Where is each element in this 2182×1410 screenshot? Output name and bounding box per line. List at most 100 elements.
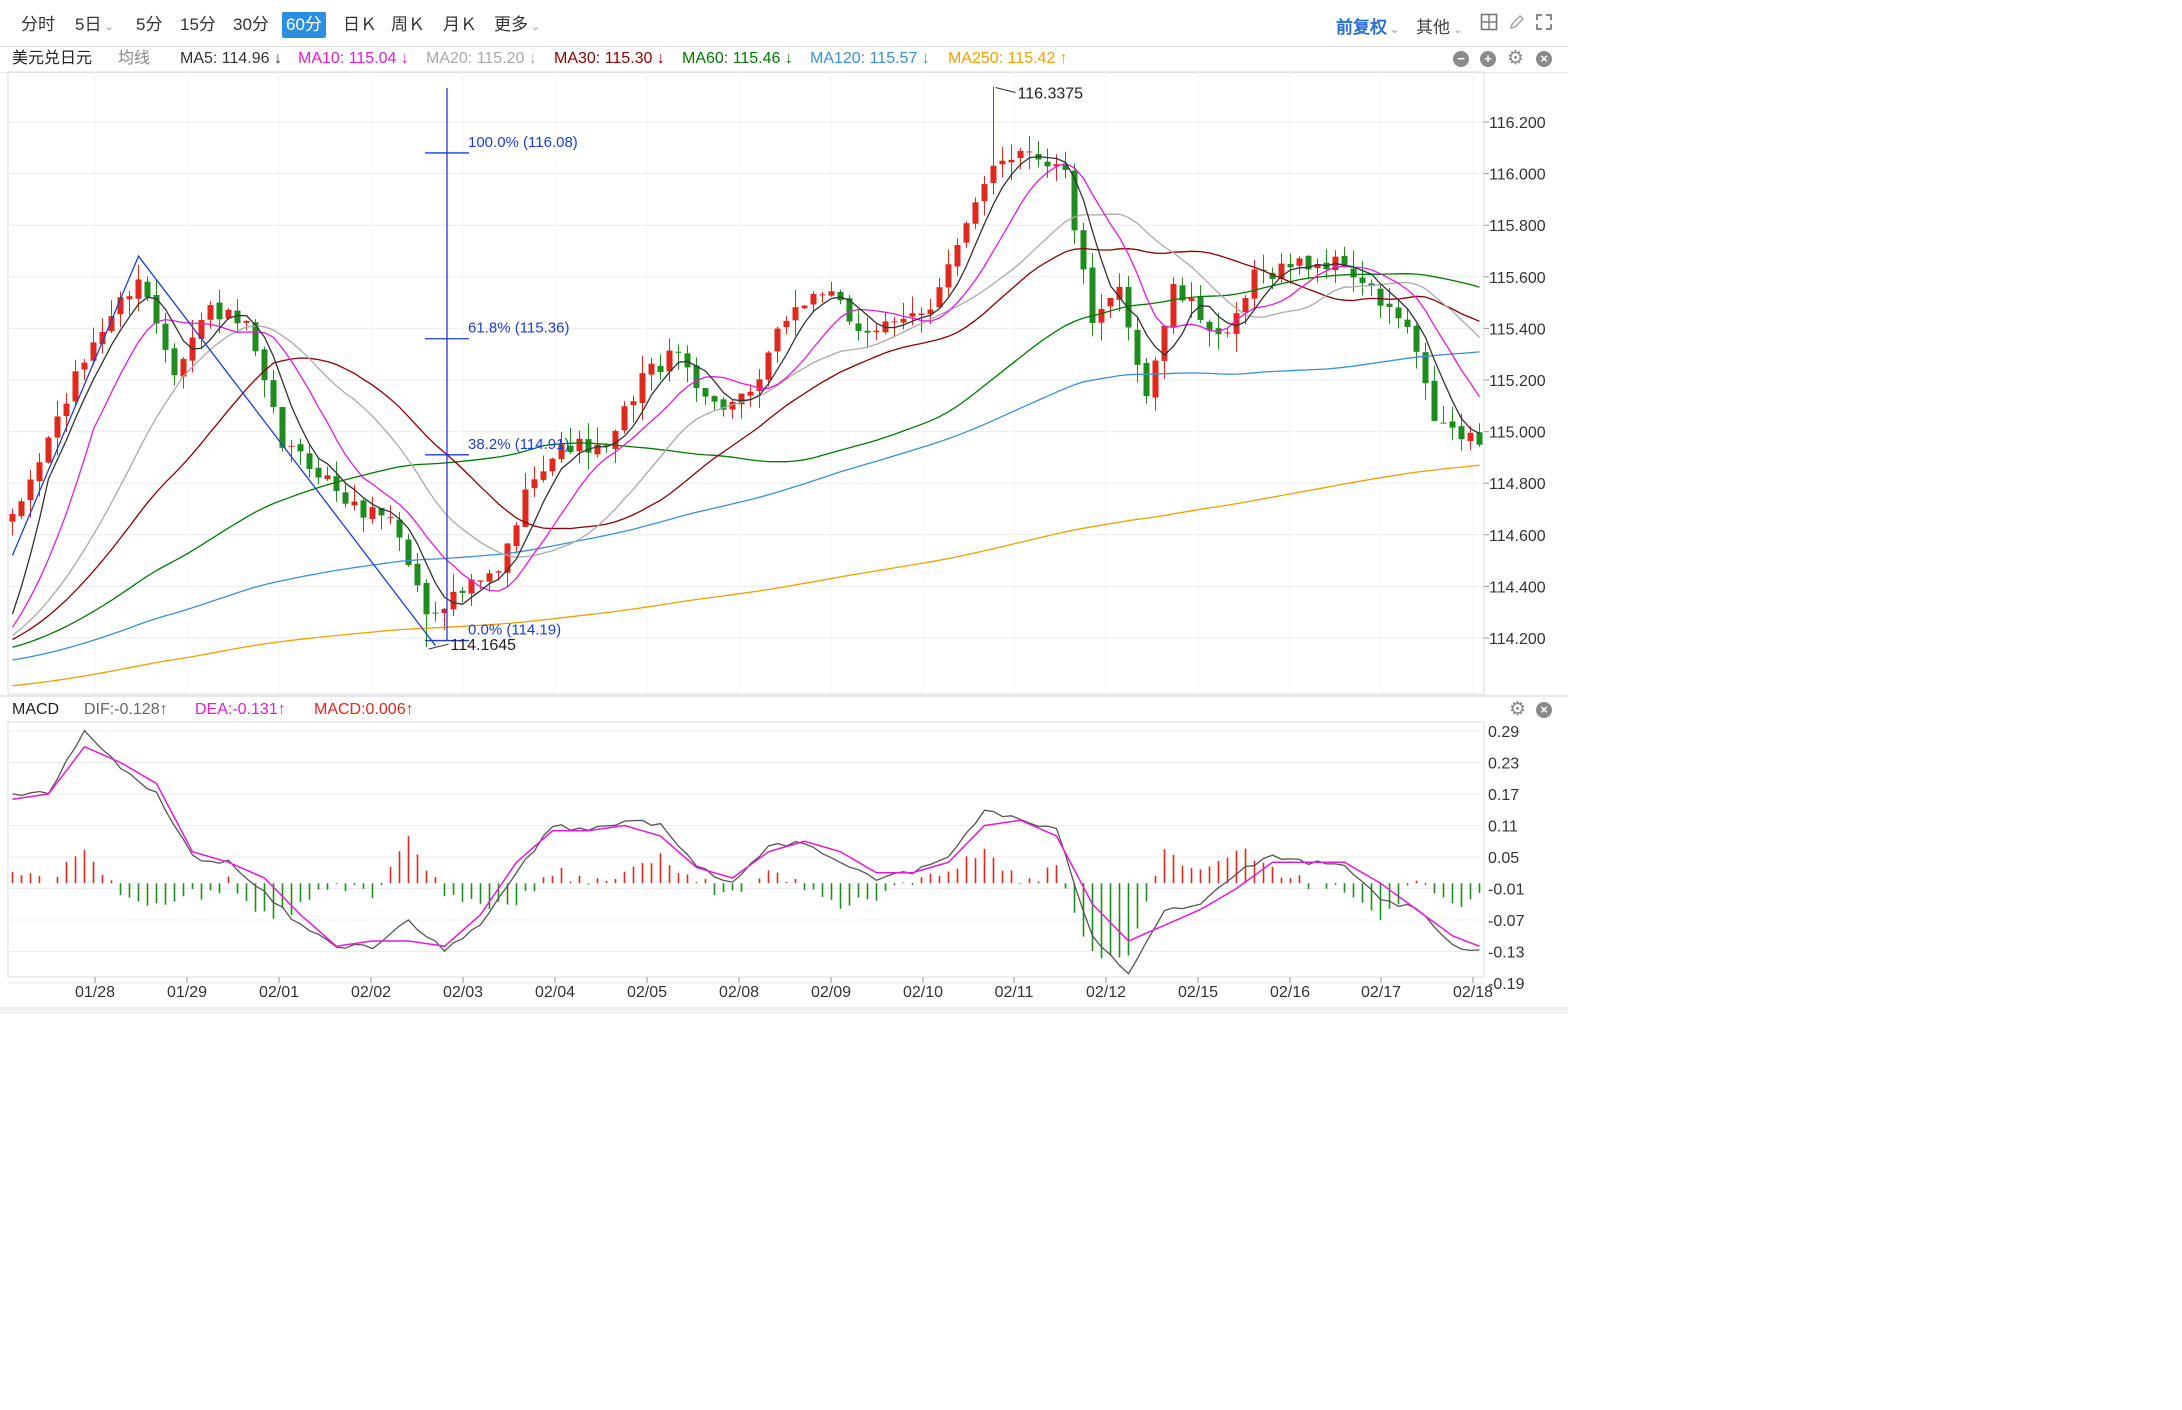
pen-icon[interactable] <box>1508 13 1526 36</box>
minus-icon[interactable]: − <box>1453 51 1469 67</box>
candle-body <box>72 371 79 402</box>
candle-body <box>1269 272 1276 279</box>
price-tick-label: 114.200 <box>1489 631 1546 648</box>
low-annotation: 114.1645 <box>451 637 517 654</box>
close-icon[interactable]: × <box>1536 702 1552 718</box>
candle-body <box>135 279 142 299</box>
candle-body <box>1197 296 1204 320</box>
candle-body <box>504 543 511 573</box>
x-tick-label: 02/02 <box>351 984 391 1001</box>
moving-averages <box>11 155 1481 687</box>
other-dropdown[interactable]: 其他 ⌄ <box>1416 13 1462 38</box>
candle-body <box>144 281 151 298</box>
candle-body <box>540 471 547 480</box>
adjust-dropdown[interactable]: 前复权 ⌄ <box>1336 13 1399 38</box>
macd-histogram <box>11 836 1481 959</box>
tab-1[interactable]: 5日 ⌄ <box>72 12 117 38</box>
candle-body <box>27 479 34 501</box>
ma-line-ma10 <box>11 162 1481 628</box>
candle-body <box>9 513 16 522</box>
macd-tick-label: 0.23 <box>1488 756 1519 773</box>
chart-canvas[interactable]: 116.200 116.000 115.800 115.600 115.400 115.2… <box>0 0 1568 1014</box>
close-icon[interactable]: × <box>1536 51 1552 67</box>
candle-body <box>1116 286 1123 300</box>
grid-icon[interactable] <box>1480 13 1498 36</box>
ma-legend-item: MA120: 115.57 ↓ <box>810 50 930 67</box>
candle-body <box>1080 230 1087 270</box>
price-tick-label: 115.400 <box>1489 321 1546 338</box>
candle-body <box>855 323 862 331</box>
x-tick-label: 02/10 <box>903 984 943 1001</box>
candle-body <box>1017 150 1024 158</box>
price-tick-label: 116.000 <box>1489 167 1546 184</box>
candle-body <box>81 362 88 370</box>
x-tick-label: 02/17 <box>1361 984 1401 1001</box>
candle-body <box>630 401 637 406</box>
macd-tick-label: 0.17 <box>1488 787 1519 804</box>
price-tick-label: 114.800 <box>1489 476 1546 493</box>
candle-body <box>1341 255 1348 267</box>
plus-icon[interactable]: + <box>1480 51 1496 67</box>
tab-5[interactable]: 60分 <box>282 12 326 38</box>
candle-body <box>585 439 592 453</box>
price-tick-label: 114.400 <box>1489 579 1546 596</box>
price-tick-label: 115.800 <box>1489 218 1546 235</box>
tab-4[interactable]: 30分 <box>230 12 272 38</box>
adjust-label: 前复权 <box>1336 18 1387 37</box>
candle-body <box>1296 258 1303 266</box>
candle-body <box>1413 325 1420 352</box>
candle-body <box>918 313 925 315</box>
macd-tick-label: -0.19 <box>1488 976 1525 993</box>
tab-6[interactable]: 日Ｋ <box>340 12 380 38</box>
candle-body <box>288 445 295 447</box>
candle-body <box>792 307 799 321</box>
candle-body <box>972 202 979 224</box>
chevron-down-icon: ⌄ <box>104 21 114 33</box>
candle-body <box>1008 159 1015 163</box>
candle-body <box>495 571 502 573</box>
candle-body <box>99 331 106 345</box>
candle-body <box>720 399 727 410</box>
ma-line-ma5 <box>11 155 1480 615</box>
candle-body <box>162 323 169 350</box>
chevron-down-icon: ⌄ <box>121 53 131 65</box>
scrollbar-track <box>0 1007 1568 1014</box>
candle-body <box>324 475 331 480</box>
tab-2[interactable]: 5分 <box>133 12 165 38</box>
candle-body <box>108 316 115 332</box>
candle-body <box>1476 432 1483 445</box>
gear-icon[interactable]: ⚙ <box>1509 699 1527 720</box>
x-tick-label: 02/12 <box>1086 984 1126 1001</box>
candle-body <box>306 453 313 470</box>
candle-body <box>1188 298 1195 301</box>
gear-icon[interactable]: ⚙ <box>1507 48 1525 69</box>
candle-body <box>459 590 466 593</box>
ma-line-ma120 <box>12 351 1480 661</box>
fib-label: 61.8% (115.36) <box>468 320 569 337</box>
tab-3[interactable]: 15分 <box>177 12 219 38</box>
candle-body <box>828 291 835 296</box>
macd-legend: MACD ⌄ DIF:-0.128↑ DEA:-0.131↑ MACD:0.006… <box>0 697 1568 723</box>
tab-7[interactable]: 周Ｋ <box>388 12 428 38</box>
price-tick-label: 114.600 <box>1489 528 1546 545</box>
ma-type-label: 均线 <box>118 50 151 67</box>
main-plot-frame <box>7 71 1485 695</box>
price-tick-label: 115.000 <box>1489 425 1546 442</box>
ma-line-ma30 <box>12 247 1480 641</box>
high-annotation-arrow <box>995 87 1016 94</box>
fullscreen-icon[interactable] <box>1535 13 1553 36</box>
candle-body <box>1458 426 1465 440</box>
dif-line <box>12 729 1480 975</box>
tab-label: 分时 <box>21 15 55 34</box>
candle-body <box>1422 352 1429 384</box>
candle-body <box>684 353 691 368</box>
candle-body <box>612 430 619 449</box>
tab-0[interactable]: 分时 <box>18 12 58 38</box>
macd-tick-label: 0.29 <box>1488 724 1519 741</box>
ma-legend-item: MA5: 114.96 ↓ <box>180 50 282 67</box>
tab-8[interactable]: 月Ｋ <box>440 12 480 38</box>
candle-body <box>54 416 61 438</box>
tab-label: 5分 <box>136 15 163 34</box>
tab-9[interactable]: 更多 ⌄ <box>491 12 543 38</box>
candle-body <box>369 507 376 520</box>
